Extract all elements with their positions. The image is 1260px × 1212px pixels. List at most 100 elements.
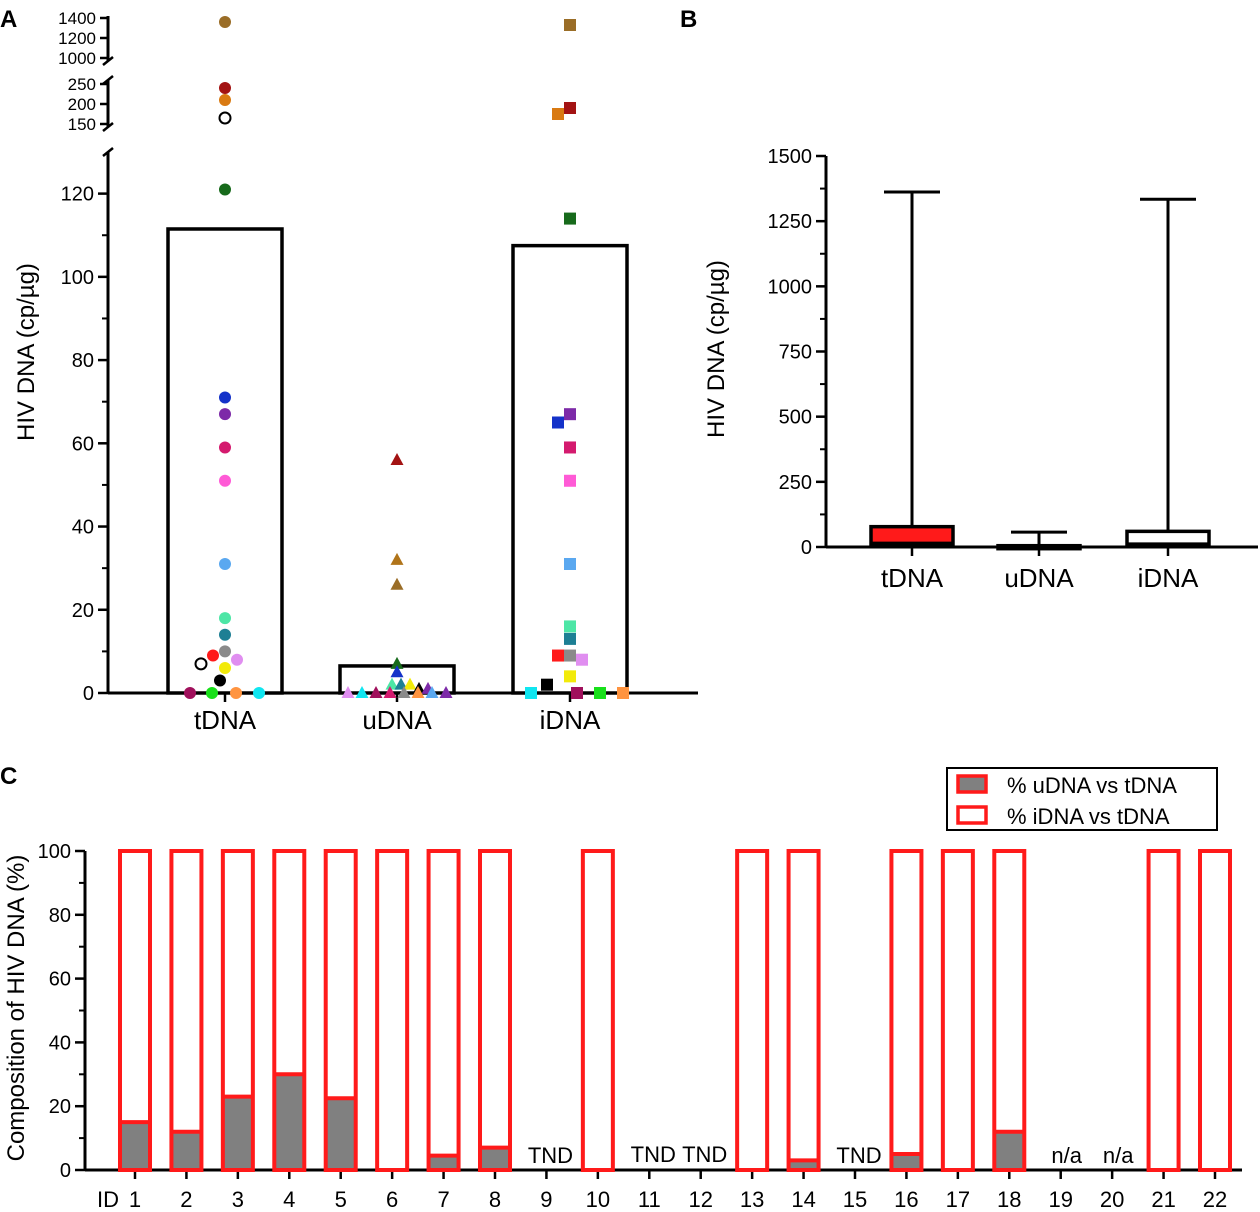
panel-c-bar-udna	[788, 1160, 819, 1170]
panel-a-point-idna	[564, 474, 576, 487]
panel-a-point-udna	[341, 686, 355, 698]
panel-a-point-udna	[425, 686, 439, 698]
panel-c-xlabel: 6	[386, 1187, 398, 1212]
panel-a-point-tdna	[206, 687, 218, 699]
panel-c-xlabel: 19	[1048, 1187, 1072, 1212]
panel-c-bar-idna	[1198, 849, 1232, 1172]
panel-c-ytick-label: 40	[49, 1032, 71, 1054]
panel-label-b: B	[680, 6, 697, 33]
panel-c-bar-udna	[428, 1155, 459, 1170]
panel-c-bar-idna	[940, 849, 975, 1172]
panel-c-bar-idna	[426, 849, 461, 1172]
panel-a-point-idna	[564, 19, 576, 31]
panel-c-bar-idna	[786, 849, 821, 1172]
panel-c-ytick-label: 100	[38, 841, 71, 863]
panel-c-xlabel: 7	[437, 1187, 449, 1212]
panel-a-point-tdna	[219, 441, 231, 454]
panel-c-bars	[118, 849, 1232, 1172]
panel-a-point-udna	[355, 686, 369, 698]
panel-b-xlabel-iDNA: iDNA	[1138, 563, 1199, 593]
panel-b-ytick-label: 1250	[768, 211, 813, 233]
panel-c-xlabel: 15	[843, 1187, 867, 1212]
panel-b-box-tDNA	[869, 524, 955, 548]
panel-c-xlabel: 11	[638, 1187, 661, 1212]
panel-a-point-idna	[552, 108, 564, 120]
panel-a-point-tdna	[219, 557, 231, 570]
panel-a-point-idna	[552, 416, 564, 429]
panel-a-bars	[166, 227, 629, 695]
panel-a-point-tdna	[214, 674, 226, 687]
panel-c-bar-idna	[735, 849, 770, 1172]
panel-label-c: C	[0, 763, 17, 790]
panel-b-box-iDNA	[1125, 529, 1211, 548]
panel-b-ytick-label: 250	[779, 472, 812, 494]
panel-c-xlabel: 2	[180, 1187, 192, 1212]
panel-a-point-udna	[390, 665, 404, 678]
panel-c-xlabel: 21	[1151, 1187, 1175, 1212]
panel-a-ytick-label: 250	[68, 75, 96, 94]
panel-c-axis: 0 20 40 60 80 100	[38, 841, 1242, 1182]
panel-a-point-idna	[541, 678, 553, 691]
panel-a-point-udna	[369, 686, 383, 698]
panel-c-xlabel: 20	[1100, 1187, 1124, 1212]
panel-c-bar-idna	[889, 849, 924, 1172]
panel-a-ytick-label: 100	[61, 267, 94, 289]
panel-a-point-udna	[403, 677, 417, 690]
panel-c-bar-udna	[480, 1147, 510, 1170]
panel-a-point-tdna	[219, 645, 231, 658]
panel-a-point-udna	[390, 656, 404, 669]
panel-a-ytick-label: 1200	[58, 29, 96, 48]
panel-b-ytick-label: 750	[779, 342, 812, 364]
panel-c: Composition of HIV DNA (%) 020406080100 …	[3, 767, 1242, 1212]
panel-b-xlabel-uDNA: uDNA	[1004, 563, 1074, 593]
panel-c-annotation: TND	[682, 1142, 727, 1167]
panel-c-xlabel: 9	[540, 1187, 552, 1212]
panel-b-axis: 0 250 500 750 1000 1250 1500	[768, 146, 1258, 559]
panel-a: HIV DNA (cp/µg) 0 20 40 60 80 100 120 150200250…	[13, 9, 698, 735]
panel-b-xlabel-tDNA: tDNA	[881, 563, 944, 593]
legend-label-udna: % uDNA vs tDNA	[1007, 773, 1177, 798]
panel-c-xlabel: 3	[232, 1187, 244, 1212]
legend-swatch-idna	[956, 805, 988, 825]
panel-a-point-idna	[571, 687, 583, 699]
panel-a-point-tdna	[184, 687, 196, 699]
panel-a-point-idna	[564, 212, 576, 225]
panel-a-point-tdna	[207, 649, 219, 662]
panel-a-point-udna	[397, 686, 411, 698]
panel-c-bar-idna	[169, 849, 204, 1172]
panel-c-xlabel: 13	[740, 1187, 764, 1212]
panel-c-bar-idna	[1146, 849, 1181, 1172]
panel-a-xlabel-tDNA: tDNA	[194, 705, 257, 735]
panel-a-point-idna	[525, 687, 537, 699]
panel-c-bar-udna	[325, 1098, 356, 1170]
panel-c-bar-udna	[891, 1154, 922, 1170]
panel-a-point-idna	[564, 632, 576, 645]
panel-a-point-udna	[411, 686, 425, 698]
panel-a-point-tdna	[194, 657, 208, 671]
panel-b-xlabels: tDNA uDNA iDNA	[881, 563, 1199, 593]
panel-c-bar-udna	[994, 1131, 1025, 1170]
panel-a-ylabel: HIV DNA (cp/µg)	[13, 263, 40, 441]
panel-a-bar-iDNA	[511, 243, 629, 695]
panel-a-point-tdna	[219, 408, 231, 421]
panel-a-point-tdna	[218, 111, 232, 125]
panel-c-bar-idna	[992, 849, 1027, 1172]
panel-b-ytick-label: 1500	[768, 146, 813, 168]
panel-a-point-udna	[390, 452, 404, 465]
panel-c-ytick-label: 20	[49, 1096, 71, 1118]
panel-a-ytick-label: 200	[68, 95, 96, 114]
panel-b-ytick-label: 500	[779, 407, 812, 429]
panel-a-point-tdna	[219, 612, 231, 625]
panel-b-ytick-label: 1000	[768, 276, 813, 298]
panel-c-bar-idna	[580, 849, 615, 1172]
panel-c-ytick-label: 60	[49, 969, 71, 991]
panel-b-boxes	[869, 190, 1211, 551]
panel-c-xlabel: 8	[489, 1187, 501, 1212]
panel-a-point-idna	[564, 620, 576, 633]
panel-c-bar-udna	[274, 1074, 305, 1170]
panel-c-bar-idna	[478, 849, 512, 1172]
panel-a-point-udna	[390, 577, 404, 590]
panel-a-point-udna	[385, 677, 399, 690]
legend-box	[946, 767, 1218, 831]
